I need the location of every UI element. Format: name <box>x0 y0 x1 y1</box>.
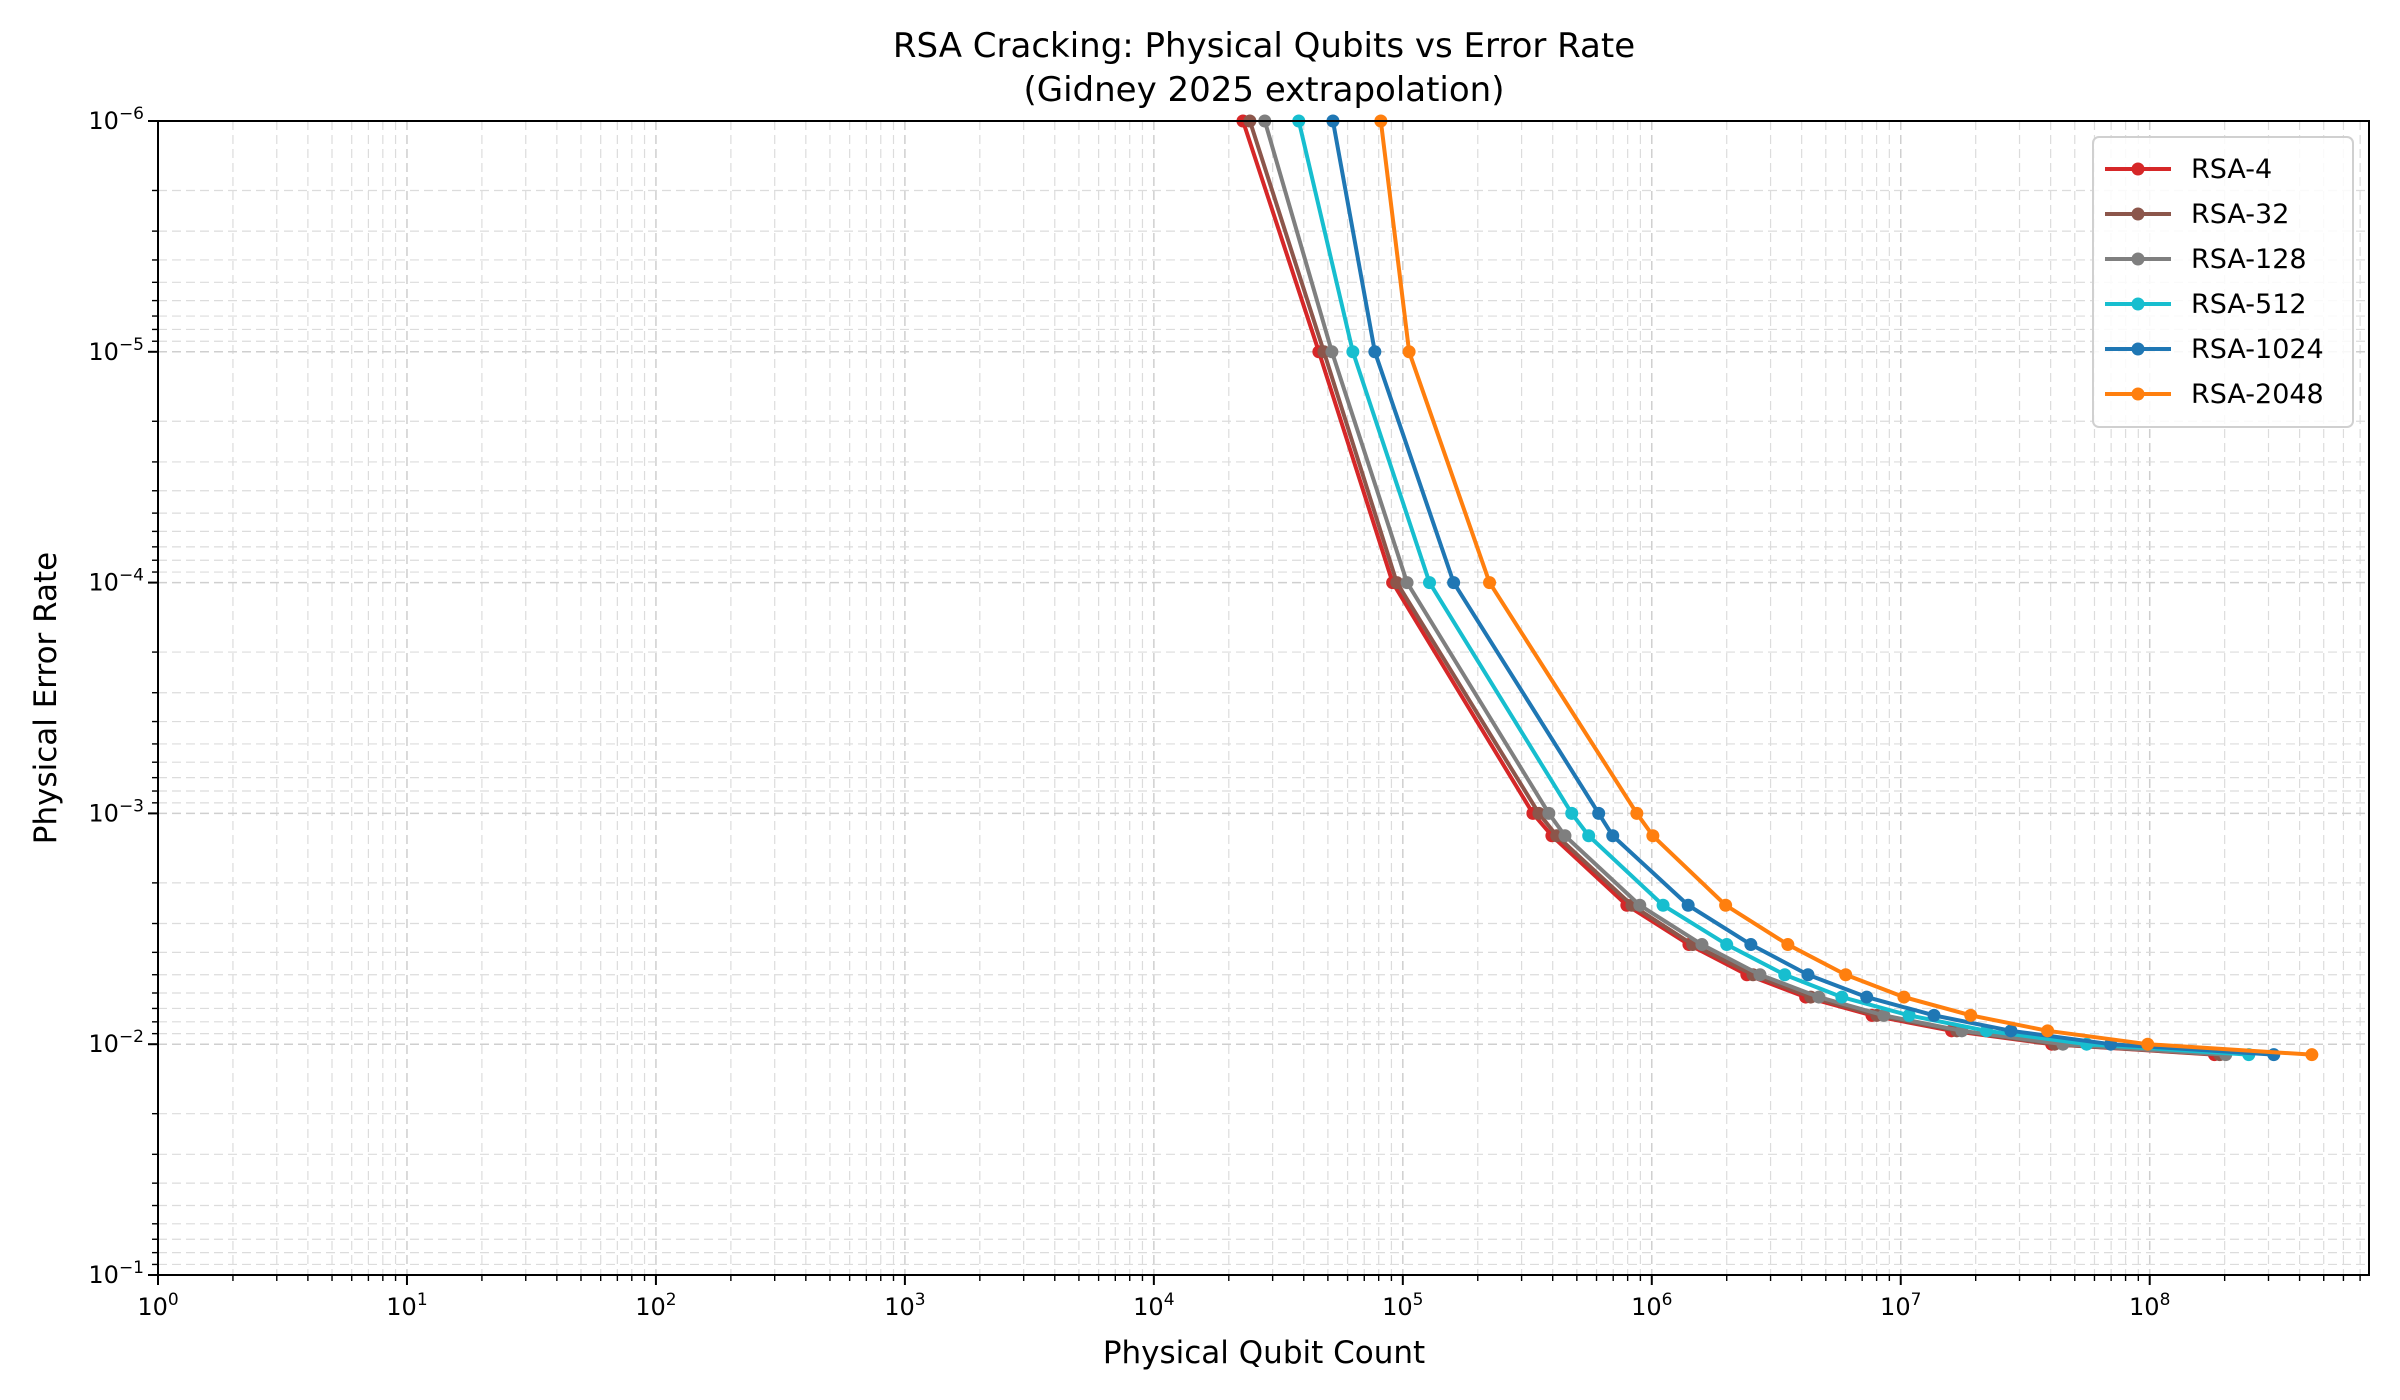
y-tick-label: 10−2 <box>88 1027 144 1058</box>
legend-marker-rsa-1024 <box>2131 342 2145 356</box>
y-tick-label: 10−6 <box>88 104 144 135</box>
data-point-rsa-512 <box>1565 806 1579 820</box>
legend-marker-rsa-512 <box>2131 297 2145 311</box>
data-point-rsa-512 <box>1423 576 1437 590</box>
data-point-rsa-512 <box>1720 938 1734 952</box>
data-point-rsa-1024 <box>1801 968 1815 982</box>
legend-label-rsa-4: RSA-4 <box>2191 154 2272 185</box>
data-point-rsa-2048 <box>1839 968 1853 982</box>
data-point-rsa-1024 <box>1860 990 1874 1004</box>
data-point-rsa-2048 <box>1646 829 1660 843</box>
chart-title: RSA Cracking: Physical Qubits vs Error R… <box>893 26 1635 66</box>
legend-label-rsa-1024: RSA-1024 <box>2191 334 2324 365</box>
x-tick-label: 104 <box>1133 1290 1174 1321</box>
data-point-rsa-2048 <box>1897 990 1911 1004</box>
data-point-rsa-1024 <box>1447 576 1461 590</box>
data-point-rsa-512 <box>1902 1008 1916 1022</box>
data-point-rsa-512 <box>1582 829 1596 843</box>
legend-marker-rsa-4 <box>2131 162 2145 176</box>
legend-marker-rsa-128 <box>2131 252 2145 266</box>
x-tick-label: 107 <box>1880 1290 1921 1321</box>
data-point-rsa-2048 <box>1630 806 1644 820</box>
data-point-rsa-128 <box>1400 576 1414 590</box>
plot-area <box>1236 114 2319 1062</box>
data-point-rsa-512 <box>1778 968 1792 982</box>
data-point-rsa-128 <box>1695 938 1709 952</box>
data-point-rsa-128 <box>1877 1008 1891 1022</box>
data-point-rsa-1024 <box>2004 1024 2018 1038</box>
x-axis-label: Physical Qubit Count <box>1103 1335 1425 1371</box>
x-tick-label: 108 <box>2129 1290 2170 1321</box>
data-point-rsa-1024 <box>1681 898 1695 912</box>
plot-frame <box>157 120 2370 1276</box>
data-point-rsa-1024 <box>1606 829 1620 843</box>
legend-item-rsa-128: RSA-128 <box>2105 244 2307 275</box>
legend-label-rsa-2048: RSA-2048 <box>2191 379 2324 410</box>
data-point-rsa-32 <box>1390 576 1404 590</box>
legend-item-rsa-2048: RSA-2048 <box>2105 379 2324 410</box>
data-point-rsa-2048 <box>1719 898 1733 912</box>
data-point-rsa-2048 <box>1483 576 1497 590</box>
legend-box <box>2092 136 2354 428</box>
legend-label-rsa-512: RSA-512 <box>2191 289 2307 320</box>
data-point-rsa-2048 <box>2305 1048 2319 1062</box>
legend-item-rsa-512: RSA-512 <box>2105 289 2307 320</box>
legend-label-rsa-32: RSA-32 <box>2191 199 2289 230</box>
x-tick-label: 100 <box>137 1290 178 1321</box>
legend-item-rsa-1024: RSA-1024 <box>2105 334 2324 365</box>
x-tick-label: 105 <box>1382 1290 1423 1321</box>
x-tick-label: 106 <box>1631 1290 1672 1321</box>
data-point-rsa-512 <box>1835 990 1849 1004</box>
data-point-rsa-1024 <box>1592 806 1606 820</box>
y-tick-label: 10−3 <box>88 796 144 827</box>
series-rsa-2048 <box>1374 114 2319 1062</box>
data-point-rsa-2048 <box>1964 1008 1978 1022</box>
legend-marker-rsa-2048 <box>2131 387 2145 401</box>
data-point-rsa-128 <box>1753 968 1767 982</box>
y-axis-label: Physical Error Rate <box>28 552 64 844</box>
data-point-rsa-32 <box>1532 806 1546 820</box>
series-rsa-4 <box>1236 114 2221 1062</box>
y-tick-label: 10−1 <box>88 1258 144 1289</box>
grid <box>157 120 2369 1276</box>
legend-item-rsa-4: RSA-4 <box>2105 154 2272 185</box>
legend: RSA-4 RSA-32 RSA-128 RSA-512 RSA-1024 RSA-204… <box>2092 136 2354 428</box>
data-point-rsa-128 <box>1325 345 1339 359</box>
y-tick-label: 10−4 <box>88 566 144 597</box>
data-point-rsa-1024 <box>1744 938 1758 952</box>
data-point-rsa-128 <box>1542 806 1556 820</box>
x-tick-label: 102 <box>635 1290 676 1321</box>
data-point-rsa-512 <box>1656 898 1670 912</box>
x-tick-label: 103 <box>884 1290 925 1321</box>
axes: 100 101 102 103 104 105 106 107 108 10−6 10−5 10−4 1… <box>88 104 2370 1321</box>
data-point-rsa-512 <box>1346 345 1360 359</box>
legend-marker-rsa-32 <box>2131 207 2145 221</box>
legend-item-rsa-32: RSA-32 <box>2105 199 2289 230</box>
legend-label-rsa-128: RSA-128 <box>2191 244 2307 275</box>
data-point-rsa-2048 <box>2041 1024 2055 1038</box>
x-tick-label: 101 <box>386 1290 427 1321</box>
chart-subtitle: (Gidney 2025 extrapolation) <box>1023 70 1504 110</box>
data-point-rsa-1024 <box>1368 345 1382 359</box>
y-tick-label: 10−5 <box>88 335 144 366</box>
data-point-rsa-128 <box>1558 829 1572 843</box>
data-point-rsa-2048 <box>2141 1037 2155 1051</box>
data-point-rsa-1024 <box>1927 1008 1941 1022</box>
data-point-rsa-128 <box>1633 898 1647 912</box>
data-point-rsa-2048 <box>1402 345 1416 359</box>
series-line-rsa-4 <box>1241 120 2215 1057</box>
data-point-rsa-128 <box>1812 990 1826 1004</box>
data-point-rsa-2048 <box>1781 938 1795 952</box>
